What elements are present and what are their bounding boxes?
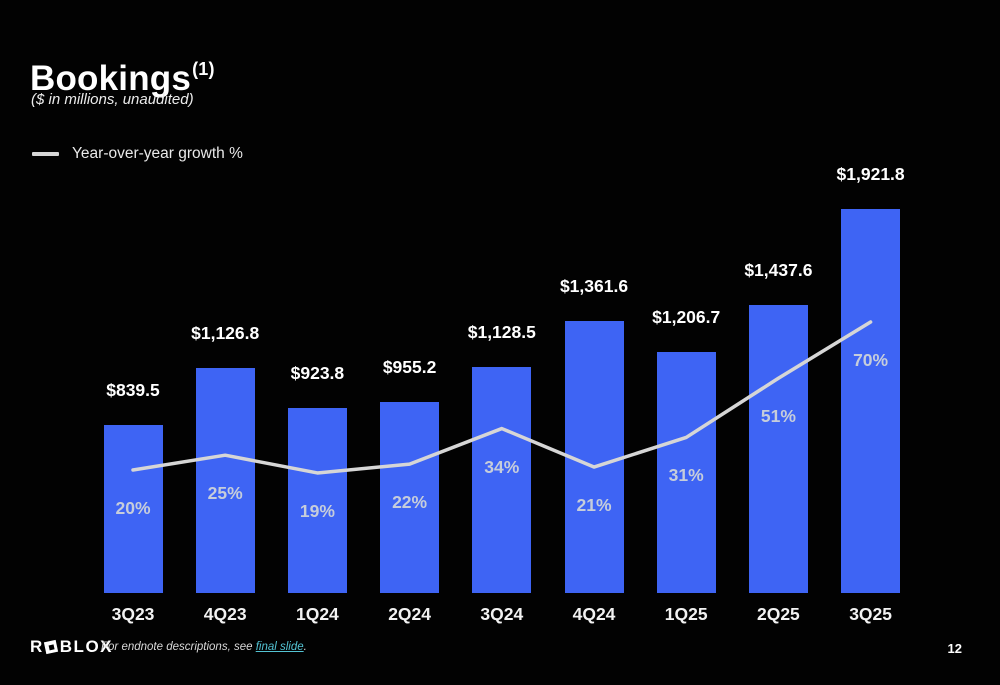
x-axis-label-3Q25: 3Q25 — [849, 604, 892, 624]
x-axis-label-3Q23: 3Q23 — [111, 604, 155, 624]
growth-pct-label-3Q24: 34% — [484, 456, 520, 477]
bar-value-label-1Q25: $1,206.7 — [652, 306, 721, 327]
title-footnote-marker: (1) — [192, 58, 215, 79]
growth-pct-label-4Q24: 21% — [576, 495, 612, 516]
x-axis-label-4Q23: 4Q23 — [203, 604, 247, 624]
x-axis-label-3Q24: 3Q24 — [480, 604, 524, 624]
legend-line-swatch — [32, 152, 59, 156]
endnote-suffix: . — [303, 641, 307, 653]
growth-pct-label-2Q24: 22% — [392, 492, 428, 513]
bar-3Q25 — [841, 208, 901, 593]
growth-pct-label-1Q24: 19% — [299, 500, 335, 521]
bar-value-label-4Q24: $1,361.6 — [559, 275, 629, 296]
bar-value-label-2Q24: $955.2 — [382, 356, 437, 377]
logo-text-prefix: R — [30, 637, 44, 656]
bar-value-label-3Q25: $1,921.8 — [836, 163, 905, 184]
legend: Year-over-year growth % — [32, 145, 243, 163]
x-axis-label-1Q24: 1Q24 — [295, 604, 339, 624]
bar-4Q24 — [564, 320, 624, 593]
bar-value-label-2Q25: $1,437.6 — [744, 260, 813, 281]
roblox-square-hole — [47, 644, 54, 650]
logo-text-suffix: BLOX — [59, 637, 114, 656]
bar-value-label-4Q23: $1,126.8 — [191, 322, 260, 343]
endnote-prefix: For endnote descriptions, see — [101, 641, 256, 653]
bar-2Q25 — [748, 305, 808, 593]
bar-value-label-1Q24: $923.8 — [290, 363, 345, 384]
bar-value-label-3Q24: $1,128.5 — [467, 322, 536, 343]
bar-4Q23 — [195, 367, 255, 593]
page-number: 12 — [947, 641, 962, 656]
bar-value-label-3Q23: $839.5 — [106, 380, 160, 401]
growth-pct-label-4Q23: 25% — [207, 483, 243, 504]
x-axis-label-4Q24: 4Q24 — [572, 604, 616, 624]
subtitle: ($ in millions, unaudited) — [31, 91, 194, 108]
final-slide-link[interactable]: final slide — [255, 641, 304, 653]
x-axis-label-1Q25: 1Q25 — [664, 604, 708, 624]
page-title: Bookings(1) — [30, 59, 214, 99]
growth-pct-label-3Q23: 20% — [115, 498, 151, 518]
growth-pct-label-2Q25: 51% — [760, 406, 796, 427]
roblox-logo: R BLOX — [30, 637, 113, 657]
x-axis-label-2Q24: 2Q24 — [388, 604, 431, 624]
legend-label: Year-over-year growth % — [72, 145, 243, 162]
bar-3Q24 — [472, 367, 532, 593]
endnote-text: For endnote descriptions, see final slid… — [101, 641, 307, 653]
roblox-tilted-square-icon — [43, 639, 58, 655]
x-axis-label-2Q25: 2Q25 — [756, 604, 800, 624]
title-text: Bookings — [30, 59, 192, 99]
growth-pct-label-3Q25: 70% — [853, 350, 889, 370]
growth-pct-label-1Q25: 31% — [668, 465, 704, 486]
